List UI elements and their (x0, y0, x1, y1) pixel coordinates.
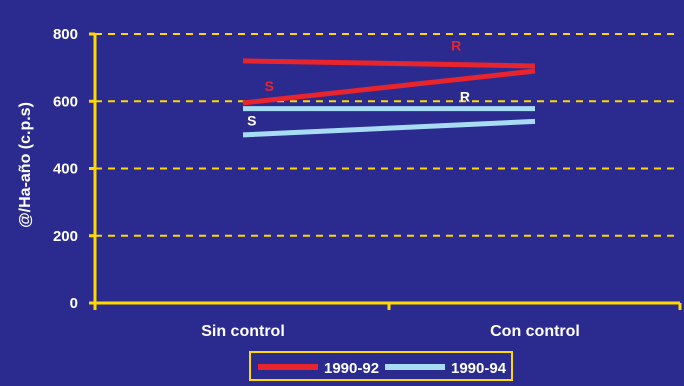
series-line-1990-92-S (242, 68, 536, 106)
series-label-1990-94-R: R (460, 89, 470, 105)
y-tick-label-600: 600 (53, 93, 78, 110)
y-axis-label: @/Ha-año (c.p.s) (17, 102, 34, 228)
series-label-1990-94-S: S (247, 112, 256, 128)
gridlines (95, 33, 680, 237)
legend: 1990-92 1990-94 (249, 351, 513, 381)
y-tick-label-800: 800 (53, 26, 78, 43)
legend-label-1990-94: 1990-94 (451, 360, 507, 377)
series-line-1990-94-S (242, 118, 536, 138)
x-category-label-0: Sin control (201, 323, 285, 340)
legend-box (249, 351, 513, 381)
series-labels: R S R S (247, 38, 470, 129)
x-category-labels: Sin control Con control (201, 323, 580, 340)
y-tick-label-0: 0 (70, 295, 78, 312)
y-tick-labels: 0 200 400 600 800 (53, 26, 78, 312)
x-category-label-1: Con control (490, 323, 580, 340)
axes (89, 32, 682, 310)
series-lines (242, 58, 536, 138)
y-tick-label-200: 200 (53, 228, 78, 245)
series-label-1990-92-S: S (265, 78, 274, 94)
series-line-1990-92-R (242, 58, 536, 69)
y-tick-label-400: 400 (53, 161, 78, 178)
legend-label-1990-92: 1990-92 (324, 360, 379, 377)
series-label-1990-92-R: R (451, 38, 461, 54)
